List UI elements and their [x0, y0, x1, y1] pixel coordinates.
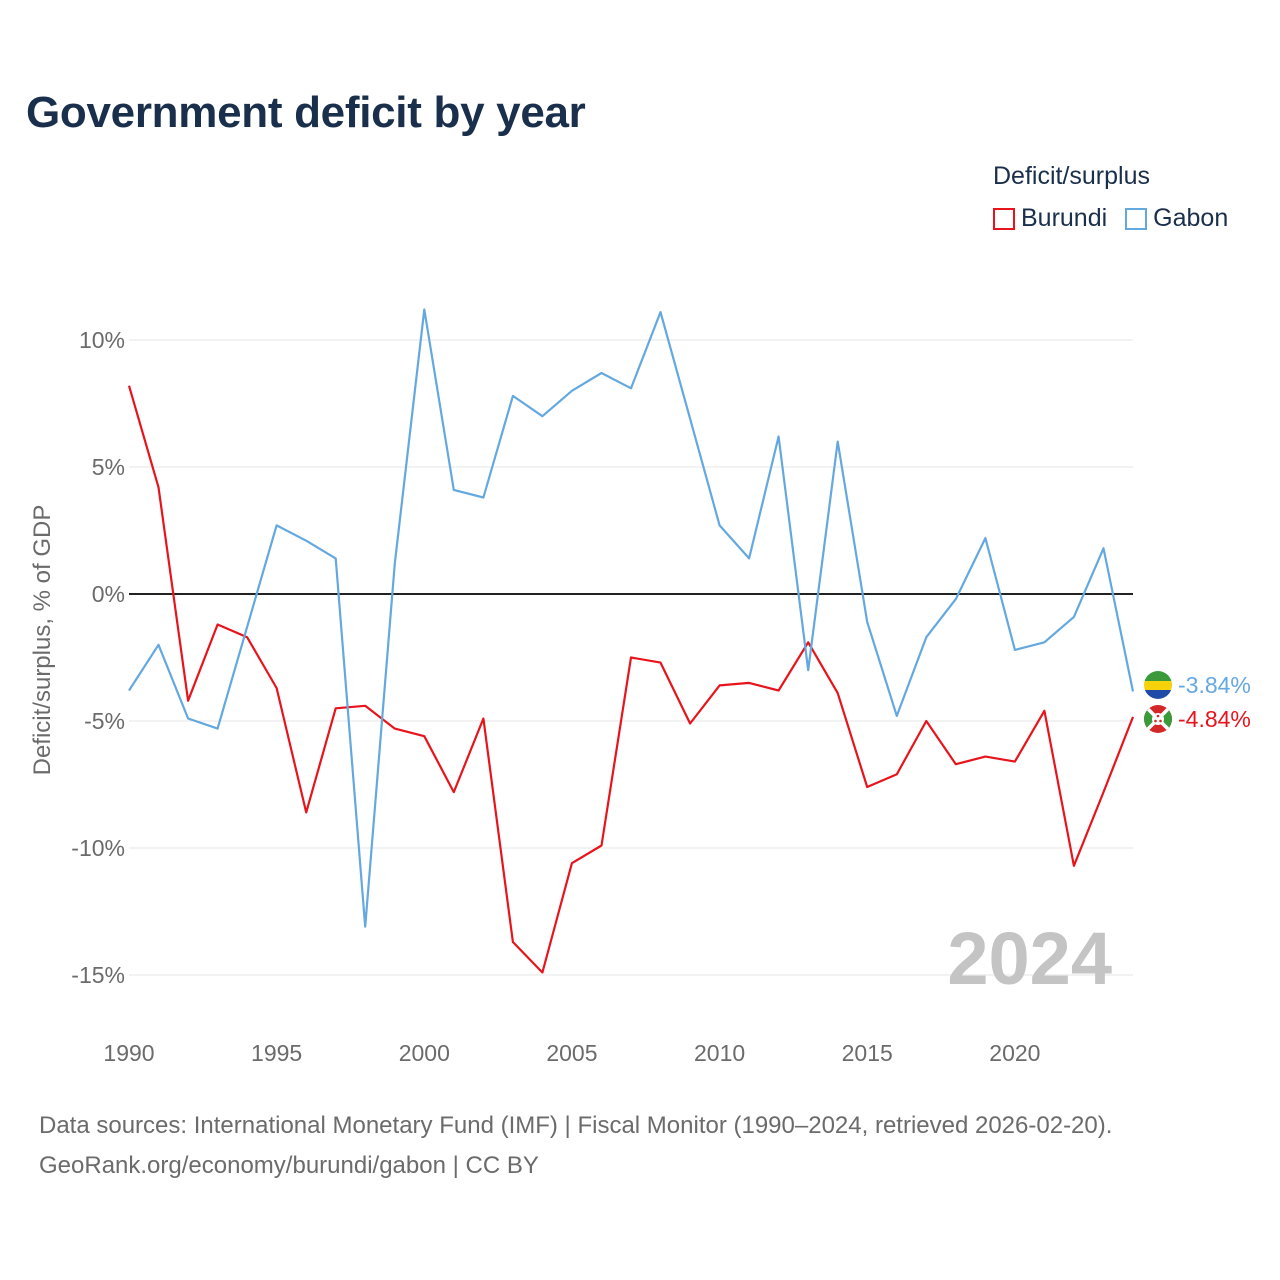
end-labels: -3.84% -4.84%: [1178, 672, 1251, 732]
x-tick-label: 1990: [103, 1040, 154, 1066]
legend-swatch-gabon: [1125, 207, 1148, 230]
gridlines: [129, 339, 1133, 976]
chart-title: Government deficit by year: [26, 88, 586, 137]
source-note: Data sources: International Monetary Fun…: [39, 1112, 1113, 1139]
burundi-end-label: -4.84%: [1178, 706, 1251, 732]
burundi-flag-icon: [1144, 705, 1172, 733]
x-tick-label: 2000: [399, 1040, 450, 1066]
y-tick-label: -5%: [84, 708, 125, 734]
y-tick-label: 0%: [92, 581, 125, 607]
footer: Data sources: International Monetary Fun…: [39, 1106, 1112, 1186]
series-lines: [127, 308, 1135, 974]
gabon-end-label: -3.84%: [1178, 672, 1251, 698]
y-axis-ticks: 10% 5% 0% -5% -10% -15%: [71, 327, 125, 988]
y-tick-label: 10%: [79, 327, 125, 353]
x-tick-label: 2005: [546, 1040, 597, 1066]
attribution: GeoRank.org/economy/burundi/gabon | CC B…: [39, 1152, 539, 1179]
year-watermark: 2024: [947, 917, 1112, 1000]
x-tick-label: 2010: [694, 1040, 745, 1066]
legend: Burundi Gabon: [993, 204, 1246, 233]
series-line-burundi: [127, 385, 1135, 974]
x-tick-label: 1995: [251, 1040, 302, 1066]
series-line-gabon: [128, 308, 1135, 928]
legend-swatch-burundi: [993, 207, 1015, 230]
legend-item-gabon[interactable]: Gabon: [1125, 204, 1228, 233]
y-tick-label: -10%: [71, 835, 125, 861]
y-tick-label: 5%: [92, 454, 125, 480]
x-tick-label: 2020: [989, 1040, 1040, 1066]
gabon-flag-icon: [1144, 671, 1172, 699]
legend-label-burundi: Burundi: [1021, 204, 1108, 232]
legend-title: Deficit/surplus: [993, 162, 1150, 190]
legend-item-burundi[interactable]: Burundi: [993, 204, 1107, 233]
x-tick-label: 2015: [842, 1040, 893, 1066]
y-axis-label: Deficit/surplus, % of GDP: [29, 505, 56, 776]
legend-label-gabon: Gabon: [1153, 204, 1229, 232]
x-axis-ticks: 1990 1995 2000 2005 2010 2015 2020: [103, 1040, 1040, 1066]
end-markers: [1144, 671, 1172, 733]
y-tick-label: -15%: [71, 962, 125, 988]
